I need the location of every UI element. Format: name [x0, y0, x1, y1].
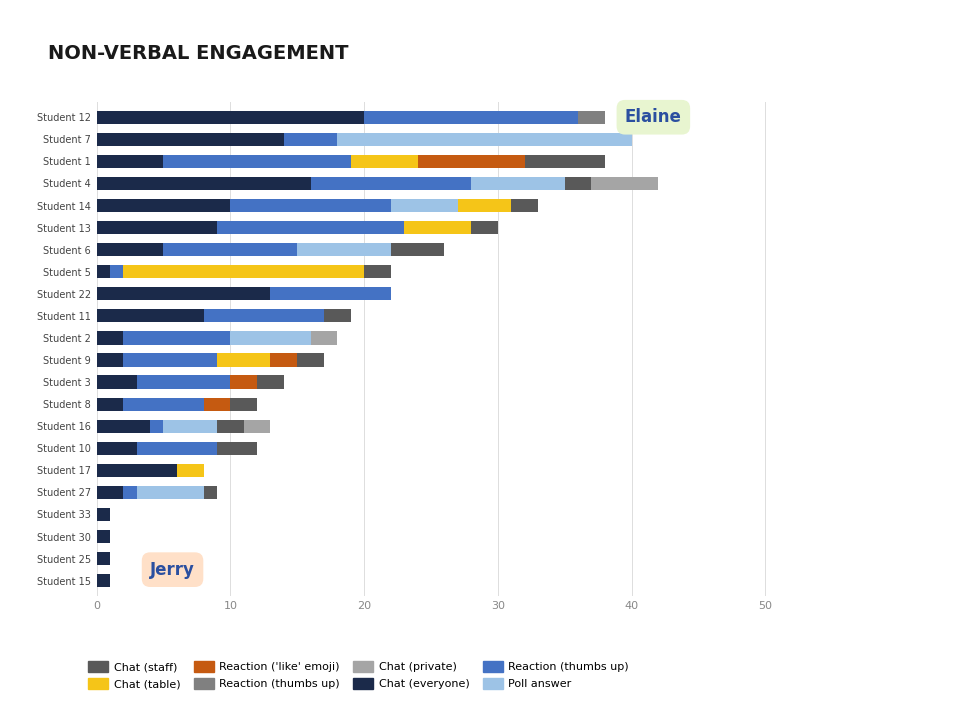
Bar — [97, 221, 217, 234]
Bar — [311, 177, 471, 190]
Bar — [124, 398, 204, 411]
Bar — [163, 243, 298, 256]
Legend: Chat (staff), Chat (table), Reaction ('like' emoji), Reaction (thumbs up), Chat : Chat (staff), Chat (table), Reaction ('l… — [88, 661, 629, 689]
Bar — [217, 442, 257, 455]
Bar — [270, 353, 298, 366]
Bar — [404, 221, 471, 234]
Bar — [324, 309, 351, 323]
Bar — [458, 199, 511, 212]
Bar — [525, 155, 605, 168]
Text: NON-VERBAL ENGAGEMENT: NON-VERBAL ENGAGEMENT — [48, 44, 349, 63]
Bar — [578, 111, 605, 124]
Bar — [337, 132, 632, 146]
Bar — [565, 177, 591, 190]
Bar — [110, 265, 124, 278]
Bar — [137, 375, 230, 389]
Bar — [417, 155, 525, 168]
Bar — [97, 375, 137, 389]
Bar — [298, 353, 324, 366]
Bar — [97, 398, 124, 411]
Bar — [204, 309, 324, 323]
Bar — [364, 111, 578, 124]
Bar — [97, 199, 230, 212]
Bar — [124, 332, 230, 345]
Bar — [391, 199, 458, 212]
Bar — [124, 265, 364, 278]
Bar — [150, 419, 163, 433]
Bar — [204, 398, 230, 411]
Bar — [591, 177, 659, 190]
Bar — [364, 265, 391, 278]
Bar — [97, 132, 284, 146]
Bar — [204, 486, 217, 499]
Bar — [97, 530, 110, 543]
Bar — [217, 221, 404, 234]
Bar — [471, 177, 565, 190]
Bar — [124, 353, 217, 366]
Text: Jerry: Jerry — [150, 561, 195, 579]
Bar — [284, 132, 337, 146]
Bar — [97, 111, 364, 124]
Bar — [97, 464, 177, 477]
Bar — [391, 243, 444, 256]
Bar — [137, 442, 217, 455]
Bar — [137, 486, 204, 499]
Bar — [97, 287, 270, 300]
Bar — [471, 221, 497, 234]
Bar — [97, 419, 150, 433]
Bar — [97, 353, 124, 366]
Bar — [230, 375, 257, 389]
Bar — [163, 419, 217, 433]
Bar — [97, 508, 110, 521]
Bar — [97, 155, 163, 168]
Bar — [230, 332, 311, 345]
Bar — [257, 375, 284, 389]
Bar — [177, 464, 204, 477]
Bar — [270, 287, 391, 300]
Bar — [243, 419, 270, 433]
Bar — [97, 552, 110, 566]
Bar — [124, 486, 137, 499]
Bar — [97, 442, 137, 455]
Bar — [97, 332, 124, 345]
Bar — [311, 332, 337, 345]
Bar — [217, 353, 270, 366]
Bar — [97, 486, 124, 499]
Bar — [298, 243, 391, 256]
Bar — [163, 155, 351, 168]
Bar — [97, 177, 311, 190]
Bar — [217, 419, 243, 433]
Bar — [97, 265, 110, 278]
Bar — [351, 155, 417, 168]
Bar — [230, 398, 257, 411]
Text: Elaine: Elaine — [625, 108, 682, 126]
Bar — [97, 309, 204, 323]
Bar — [97, 243, 163, 256]
Bar — [230, 199, 391, 212]
Bar — [511, 199, 538, 212]
Bar — [97, 574, 110, 587]
